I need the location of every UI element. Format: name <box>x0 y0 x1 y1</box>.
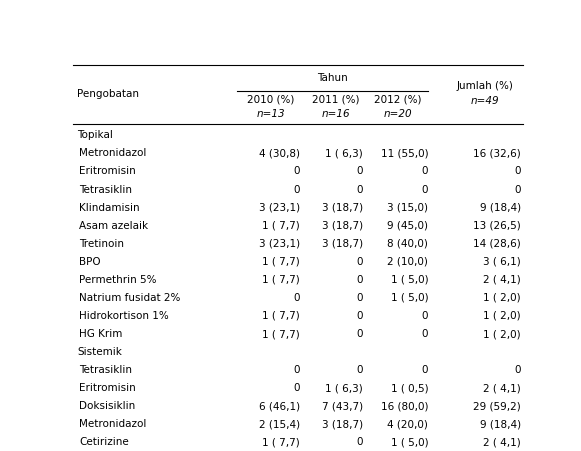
Text: 0: 0 <box>357 329 363 339</box>
Text: 0: 0 <box>514 184 521 194</box>
Text: Natrium fusidat 2%: Natrium fusidat 2% <box>80 293 181 303</box>
Text: HG Krim: HG Krim <box>80 329 123 339</box>
Text: 1 ( 7,7): 1 ( 7,7) <box>262 275 300 285</box>
Text: 0: 0 <box>357 184 363 194</box>
Text: 1 ( 7,7): 1 ( 7,7) <box>262 257 300 267</box>
Text: n=49: n=49 <box>470 96 499 106</box>
Text: Jumlah (%): Jumlah (%) <box>456 82 513 92</box>
Text: 1 ( 6,3): 1 ( 6,3) <box>325 383 363 393</box>
Text: 1 ( 7,7): 1 ( 7,7) <box>262 437 300 447</box>
Text: 0: 0 <box>422 166 428 176</box>
Text: 1 ( 7,7): 1 ( 7,7) <box>262 311 300 321</box>
Text: Metronidazol: Metronidazol <box>80 419 147 429</box>
Text: BPO: BPO <box>80 257 101 267</box>
Text: 0: 0 <box>357 293 363 303</box>
Text: Eritromisin: Eritromisin <box>80 166 136 176</box>
Text: 29 (59,2): 29 (59,2) <box>473 401 521 411</box>
Text: 1 ( 7,7): 1 ( 7,7) <box>262 329 300 339</box>
Text: Eritromisin: Eritromisin <box>80 383 136 393</box>
Text: n=16: n=16 <box>322 109 350 119</box>
Text: 2011 (%): 2011 (%) <box>312 94 360 105</box>
Text: 1 ( 7,7): 1 ( 7,7) <box>262 221 300 230</box>
Text: 0: 0 <box>422 329 428 339</box>
Text: 0: 0 <box>357 257 363 267</box>
Text: Metronidazol: Metronidazol <box>80 148 147 158</box>
Text: Cetirizine: Cetirizine <box>80 437 129 447</box>
Text: 3 (18,7): 3 (18,7) <box>322 202 363 212</box>
Text: 9 (18,4): 9 (18,4) <box>479 419 521 429</box>
Text: 0: 0 <box>422 184 428 194</box>
Text: 3 (18,7): 3 (18,7) <box>322 221 363 230</box>
Text: 0: 0 <box>422 365 428 375</box>
Text: n=20: n=20 <box>383 109 413 119</box>
Text: 1 ( 2,0): 1 ( 2,0) <box>483 293 521 303</box>
Text: 2012 (%): 2012 (%) <box>374 94 422 105</box>
Text: 6 (46,1): 6 (46,1) <box>259 401 300 411</box>
Text: 0: 0 <box>293 383 300 393</box>
Text: 1 ( 2,0): 1 ( 2,0) <box>483 329 521 339</box>
Text: 2 (15,4): 2 (15,4) <box>259 419 300 429</box>
Text: Sistemik: Sistemik <box>77 347 122 357</box>
Text: 0: 0 <box>293 293 300 303</box>
Text: 3 (15,0): 3 (15,0) <box>388 202 428 212</box>
Text: 0: 0 <box>357 166 363 176</box>
Text: 4 (30,8): 4 (30,8) <box>259 148 300 158</box>
Text: 13 (26,5): 13 (26,5) <box>473 221 521 230</box>
Text: 3 (23,1): 3 (23,1) <box>259 202 300 212</box>
Text: Tahun: Tahun <box>317 73 348 83</box>
Text: 0: 0 <box>422 311 428 321</box>
Text: 2 ( 4,1): 2 ( 4,1) <box>483 275 521 285</box>
Text: 2 ( 4,1): 2 ( 4,1) <box>483 383 521 393</box>
Text: 2010 (%): 2010 (%) <box>247 94 295 105</box>
Text: 9 (45,0): 9 (45,0) <box>388 221 428 230</box>
Text: 3 (18,7): 3 (18,7) <box>322 239 363 249</box>
Text: Doksisiklin: Doksisiklin <box>80 401 135 411</box>
Text: 8 (40,0): 8 (40,0) <box>388 239 428 249</box>
Text: 9 (18,4): 9 (18,4) <box>479 202 521 212</box>
Text: Permethrin 5%: Permethrin 5% <box>80 275 157 285</box>
Text: Klindamisin: Klindamisin <box>80 202 140 212</box>
Text: n=13: n=13 <box>256 109 285 119</box>
Text: 11 (55,0): 11 (55,0) <box>381 148 428 158</box>
Text: Pengobatan: Pengobatan <box>77 89 139 99</box>
Text: 3 (18,7): 3 (18,7) <box>322 419 363 429</box>
Text: 0: 0 <box>514 365 521 375</box>
Text: 1 ( 5,0): 1 ( 5,0) <box>390 437 428 447</box>
Text: 0: 0 <box>357 437 363 447</box>
Text: 1 ( 5,0): 1 ( 5,0) <box>390 275 428 285</box>
Text: Asam azelaik: Asam azelaik <box>80 221 149 230</box>
Text: Tetrasiklin: Tetrasiklin <box>80 184 132 194</box>
Text: 0: 0 <box>357 275 363 285</box>
Text: 0: 0 <box>293 166 300 176</box>
Text: 1 ( 0,5): 1 ( 0,5) <box>390 383 428 393</box>
Text: 1 ( 5,0): 1 ( 5,0) <box>390 293 428 303</box>
Text: 0: 0 <box>357 311 363 321</box>
Text: 1 ( 6,3): 1 ( 6,3) <box>325 148 363 158</box>
Text: 0: 0 <box>293 365 300 375</box>
Text: Topikal: Topikal <box>77 130 113 140</box>
Text: 4 (20,0): 4 (20,0) <box>388 419 428 429</box>
Text: 7 (43,7): 7 (43,7) <box>322 401 363 411</box>
Text: 0: 0 <box>293 184 300 194</box>
Text: 2 (10,0): 2 (10,0) <box>388 257 428 267</box>
Text: Hidrokortison 1%: Hidrokortison 1% <box>80 311 169 321</box>
Text: 16 (80,0): 16 (80,0) <box>381 401 428 411</box>
Text: 14 (28,6): 14 (28,6) <box>473 239 521 249</box>
Text: 3 (23,1): 3 (23,1) <box>259 239 300 249</box>
Text: 16 (32,6): 16 (32,6) <box>473 148 521 158</box>
Text: Tetrasiklin: Tetrasiklin <box>80 365 132 375</box>
Text: 3 ( 6,1): 3 ( 6,1) <box>483 257 521 267</box>
Text: 1 ( 2,0): 1 ( 2,0) <box>483 311 521 321</box>
Text: 2 ( 4,1): 2 ( 4,1) <box>483 437 521 447</box>
Text: Tretinoin: Tretinoin <box>80 239 124 249</box>
Text: 0: 0 <box>514 166 521 176</box>
Text: 0: 0 <box>357 365 363 375</box>
